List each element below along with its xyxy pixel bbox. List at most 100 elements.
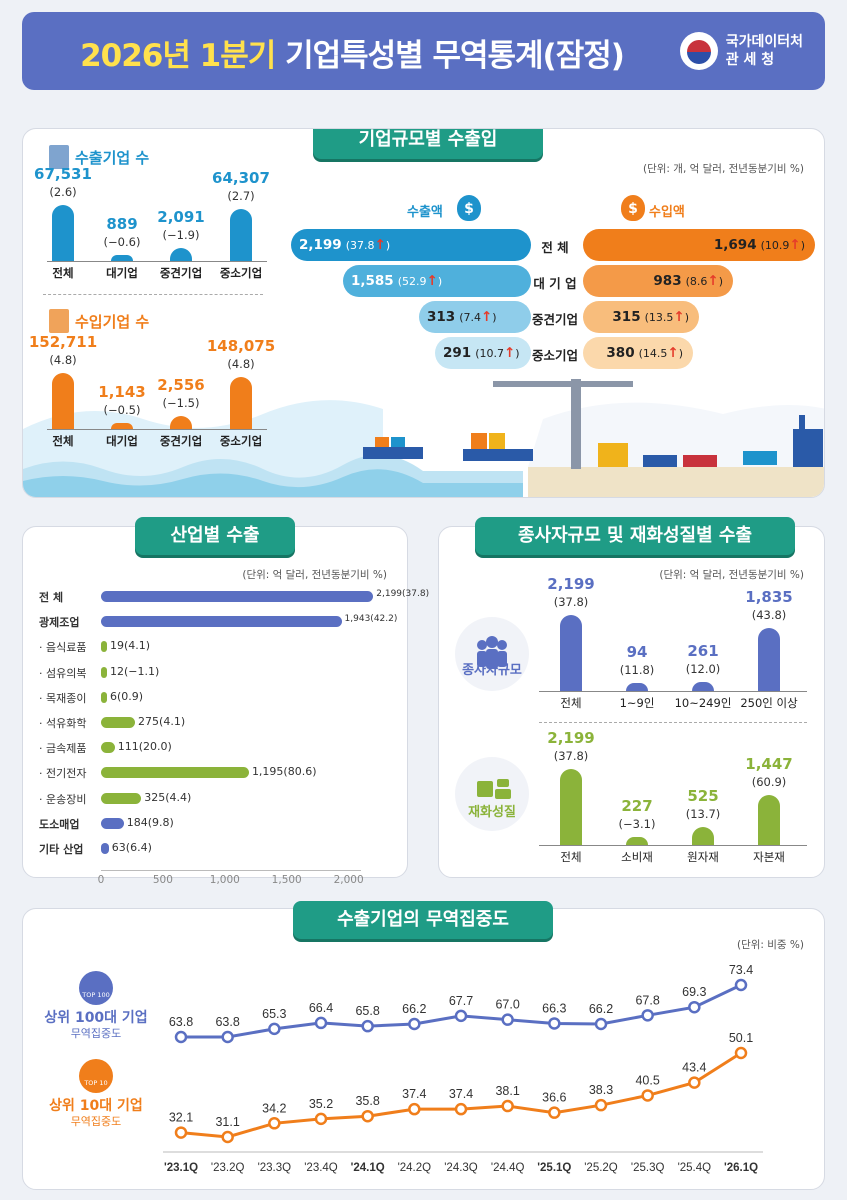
importers-bar [52, 373, 74, 429]
x-tick-label: 1,000 [209, 874, 240, 887]
data-label: 34.2 [262, 1101, 286, 1115]
exporters-bar [230, 209, 252, 261]
import-change: (13.5 [644, 311, 674, 324]
paren: ) [684, 311, 689, 324]
data-point [594, 1098, 608, 1112]
importers-change: (4.8) [227, 357, 255, 371]
industry-value: 325(4.4) [144, 790, 192, 804]
goods-category: 전체 [560, 850, 582, 864]
data-label: 35.8 [355, 1094, 379, 1108]
data-label: 37.4 [449, 1087, 473, 1101]
x-tick-label: '25.4Q [678, 1162, 712, 1174]
x-tick-label: '24.2Q [398, 1162, 432, 1174]
industry-value: 2,199(37.8) [376, 589, 430, 599]
data-label: 66.2 [402, 1002, 426, 1016]
export-value: 313 [427, 309, 456, 325]
exporters-category: 중견기업 [159, 266, 203, 280]
importers-change: (−1.5) [162, 396, 200, 410]
series-name: 상위 100대 기업 [44, 1010, 148, 1026]
baseline [47, 429, 267, 430]
workers-icon [455, 617, 529, 691]
paren: ) [492, 311, 497, 324]
x-axis [101, 870, 361, 872]
importers-value: 152,711 [28, 333, 98, 351]
data-point [641, 1009, 654, 1022]
data-label: 66.3 [542, 1001, 566, 1015]
data-label: 66.2 [589, 1002, 613, 1016]
goods-bar [758, 794, 780, 845]
importers-category: 중견기업 [159, 434, 203, 448]
x-tick-label: '24.3Q [444, 1162, 478, 1174]
exporters-category: 대기업 [106, 266, 138, 280]
government-emblem-icon [679, 32, 718, 70]
importers-title: 수입기업 수 [75, 313, 150, 331]
size-category: 250인 이상 [740, 696, 798, 710]
building-icon [49, 309, 69, 333]
import-pill: 380 (14.5↑) [583, 337, 693, 369]
data-point [408, 1017, 421, 1031]
export-value: 2,199 [299, 237, 342, 253]
x-tick-label: 1,500 [271, 874, 302, 887]
goods-bar [692, 826, 714, 845]
data-label: 65.8 [355, 1004, 379, 1018]
importers-bar [170, 416, 192, 429]
scale-section-title: 기업규모별 수출입 [313, 129, 543, 159]
building-icon [49, 145, 69, 169]
top-badge-icon [79, 971, 113, 1005]
paren: ) [437, 275, 443, 288]
industry-panel: 산업별 수출 (단위: 억 달러, 전년동분기비 %) 전 체 2,199(37.… [22, 517, 429, 886]
data-point [501, 1099, 514, 1113]
x-tick-label: 0 [97, 874, 105, 887]
badge-text: TOP 100 [82, 991, 110, 999]
series-sub: 무역집중도 [70, 1027, 122, 1040]
x-tick-label: 500 [152, 874, 173, 887]
data-point [408, 1102, 421, 1116]
import-change: (10.9 [760, 239, 790, 252]
industry-value: 184(9.8) [126, 815, 174, 829]
industry-label: · 운송장비 [39, 792, 87, 806]
goods-category: 자본재 [753, 850, 785, 864]
data-point [594, 1017, 608, 1031]
goods-category: 소비재 [621, 850, 653, 864]
export-change: (52.9 [397, 275, 427, 288]
size-bar [692, 681, 714, 691]
up-arrow-icon: ↑ [673, 309, 685, 325]
x-tick-label: '23.1Q [164, 1162, 198, 1174]
exporters-bar [111, 255, 133, 261]
page-title: 2026년 1분기 기업특성별 무역통계(잠정) [80, 38, 625, 74]
goods-change: (37.8) [553, 749, 589, 763]
row-label: 전 체 [541, 240, 569, 255]
chart-title: 수출기업의 무역집중도 [293, 901, 553, 939]
industry-bar [101, 717, 136, 728]
export-change: (37.8 [345, 239, 375, 252]
industry-label: 광제조업 [39, 616, 80, 630]
import-value: 380 [606, 345, 635, 361]
up-arrow-icon: ↑ [667, 345, 679, 361]
exporters-change: (2.6) [49, 185, 77, 199]
series-name: 상위 10대 기업 [49, 1098, 143, 1114]
industry-label: 전 체 [39, 591, 64, 604]
exporters-value: 67,531 [34, 165, 92, 183]
data-label: 69.3 [682, 985, 706, 999]
data-label: 65.3 [262, 1007, 286, 1021]
exporters-change: (2.7) [227, 189, 255, 203]
goods-change: (−3.1) [618, 817, 656, 831]
size-value: 1,835 [745, 587, 793, 606]
x-tick-label: '25.1Q [537, 1162, 571, 1174]
data-point [548, 1017, 561, 1030]
data-label: 31.1 [215, 1115, 239, 1129]
data-point [221, 1130, 234, 1144]
employee-unit: (단위: 억 달러, 전년동분기비 %) [659, 569, 804, 581]
import-pill: 1,694 (10.9↑) [583, 229, 815, 261]
data-label: 43.4 [682, 1061, 706, 1075]
industry-label: · 석유화학 [39, 717, 87, 730]
export-moneybag-icon: $ [457, 195, 481, 221]
size-value: 2,199 [547, 575, 595, 593]
x-tick-label: 2,000 [333, 874, 364, 887]
exporters-change: (−1.9) [162, 228, 200, 242]
industry-label: · 음식료품 [39, 641, 87, 655]
exporters-bar [52, 205, 74, 261]
exporters-title: 수출기업 수 [75, 149, 150, 167]
exporters-bar [170, 248, 192, 261]
data-point [221, 1030, 234, 1044]
